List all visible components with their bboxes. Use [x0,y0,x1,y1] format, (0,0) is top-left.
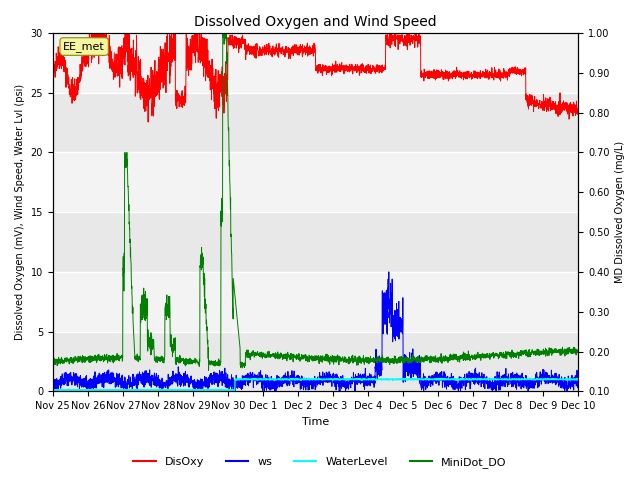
WaterLevel [564,377,572,383]
Title: Dissolved Oxygen and Wind Speed: Dissolved Oxygen and Wind Speed [194,15,437,29]
Line: DisOxy: DisOxy [52,27,578,122]
MiniDot_DO [574,347,582,352]
Legend: DisOxy, ws, WaterLevel, MiniDot_DO: DisOxy, ws, WaterLevel, MiniDot_DO [129,452,511,472]
MiniDot_DO [219,30,227,36]
ws [140,373,148,379]
X-axis label: Time: Time [302,417,329,427]
DisOxy [574,108,582,113]
WaterLevel [574,376,582,382]
Bar [52,33,578,93]
Line: MiniDot_DO: MiniDot_DO [52,33,578,371]
ws [273,372,281,378]
ws [49,388,56,394]
ws [564,385,572,391]
Line: WaterLevel: WaterLevel [52,379,578,391]
MiniDot_DO [109,355,116,360]
ws [250,375,258,381]
Y-axis label: Dissolved Oxygen (mV), Wind Speed, Water Lvl (psi): Dissolved Oxygen (mV), Wind Speed, Water… [15,84,25,340]
ws [574,378,582,384]
Bar [52,272,578,332]
MiniDot_DO [564,346,572,352]
WaterLevel [49,387,56,393]
MiniDot_DO [205,368,212,373]
WaterLevel [140,387,148,393]
WaterLevel [273,376,281,382]
MiniDot_DO [508,354,515,360]
Bar [52,153,578,212]
WaterLevel [203,388,211,394]
DisOxy [251,50,259,56]
DisOxy [564,103,572,109]
DisOxy [273,46,281,52]
Text: EE_met: EE_met [63,41,105,52]
WaterLevel [397,376,405,382]
MiniDot_DO [140,300,148,306]
ws [385,269,393,275]
MiniDot_DO [49,362,56,368]
DisOxy [144,119,152,125]
ws [109,380,116,385]
DisOxy [86,24,93,30]
DisOxy [49,69,56,75]
Y-axis label: MD Dissolved Oxygen (mg/L): MD Dissolved Oxygen (mg/L) [615,141,625,283]
Line: ws: ws [52,272,578,391]
WaterLevel [251,376,259,382]
ws [508,378,515,384]
DisOxy [140,80,148,85]
DisOxy [508,65,515,71]
DisOxy [109,67,116,72]
MiniDot_DO [273,351,281,357]
WaterLevel [109,387,116,393]
WaterLevel [508,377,515,383]
MiniDot_DO [251,350,259,356]
